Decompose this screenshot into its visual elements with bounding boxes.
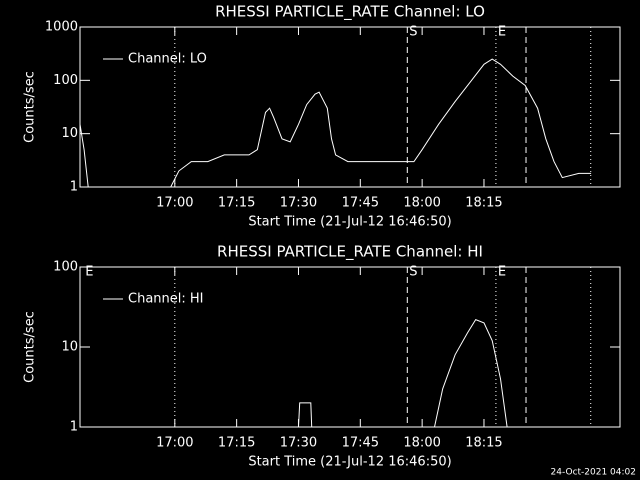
chart-title: RHESSI PARTICLE_RATE Channel: LO (215, 3, 485, 22)
x-tick-label: 17:00 (156, 436, 193, 451)
y-tick-label: 100 (53, 260, 78, 275)
y-tick-label: 1 (70, 420, 78, 435)
legend-label: Channel: HI (128, 292, 204, 307)
x-tick-label: 17:00 (156, 196, 193, 211)
y-axis-label: Counts/sec (23, 311, 38, 383)
data-line (80, 58, 592, 187)
y-tick-label: 1000 (45, 20, 78, 35)
annotation: E (498, 265, 506, 280)
plot-frame (79, 26, 621, 188)
series-group (80, 58, 592, 187)
data-line (298, 318, 508, 427)
y-tick-label: 100 (53, 73, 78, 88)
chart-title: RHESSI PARTICLE_RATE Channel: HI (217, 243, 483, 262)
y-tick-label: 1 (70, 180, 78, 195)
legend-label: Channel: LO (128, 52, 207, 67)
annotation: E (498, 25, 506, 40)
x-tick-label: 17:45 (342, 436, 379, 451)
annotation: S (409, 265, 417, 280)
x-tick-label: 17:15 (218, 196, 255, 211)
x-tick-label: 17:30 (280, 196, 317, 211)
y-tick-label: 10 (61, 340, 78, 355)
x-tick-label: 18:00 (403, 196, 440, 211)
x-tick-label: 18:15 (465, 436, 502, 451)
timestamp: 24-Oct-2021 04:02 (551, 468, 636, 478)
x-tick-label: 17:30 (280, 436, 317, 451)
x-axis-label: Start Time (21-Jul-12 16:46:50) (248, 455, 451, 470)
y-tick-label: 10 (61, 126, 78, 141)
x-tick-label: 17:15 (218, 436, 255, 451)
x-axis-label: Start Time (21-Jul-12 16:46:50) (248, 215, 451, 230)
y-axis-label: Counts/sec (23, 71, 38, 143)
x-tick-label: 17:45 (342, 196, 379, 211)
series-group (298, 318, 508, 427)
x-tick-label: 18:15 (465, 196, 502, 211)
x-tick-label: 18:00 (403, 436, 440, 451)
annotation: S (409, 25, 417, 40)
annotation: E (85, 265, 93, 280)
